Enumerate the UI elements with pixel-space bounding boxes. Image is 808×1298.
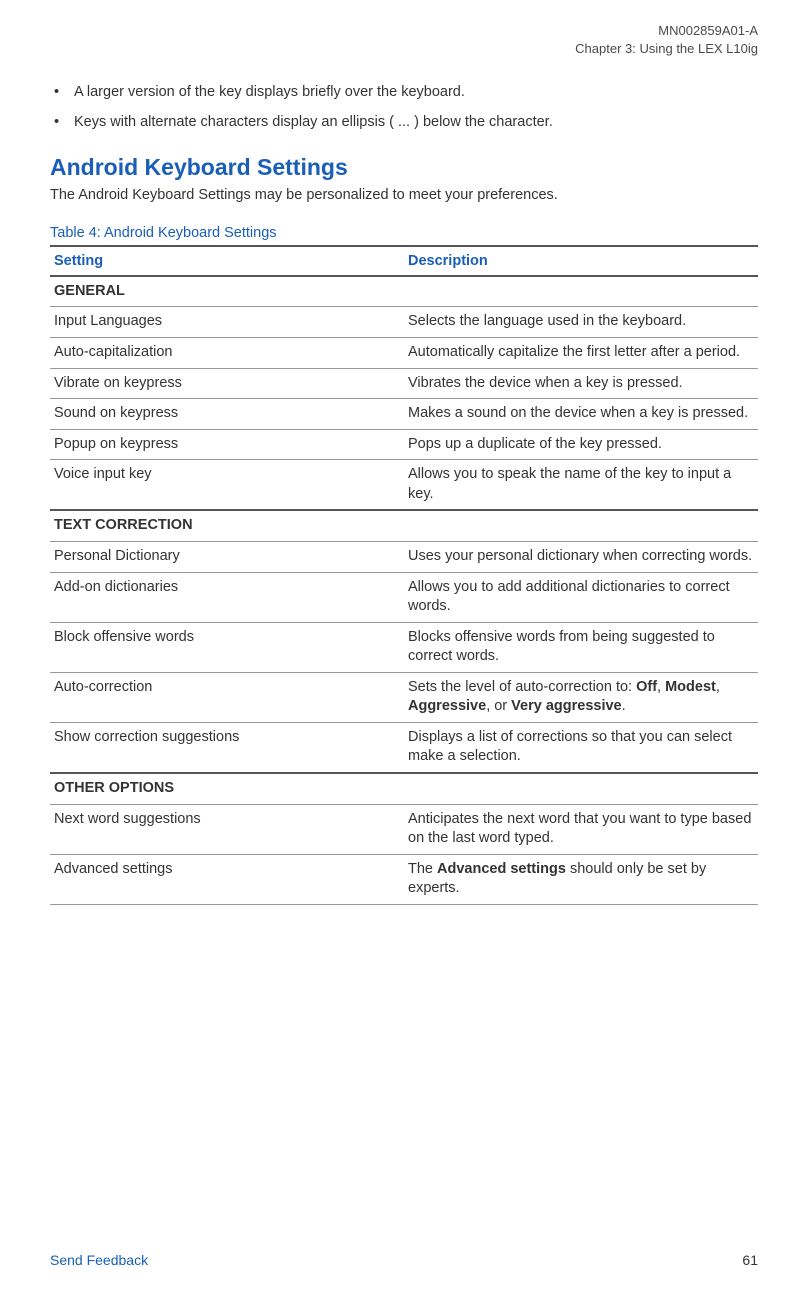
setting-cell: Block offensive words [50,622,404,672]
description-cell: Displays a list of corrections so that y… [404,722,758,773]
setting-cell: Vibrate on keypress [50,368,404,399]
table-row: Show correction suggestionsDisplays a li… [50,722,758,773]
table-row: Sound on keypressMakes a sound on the de… [50,399,758,430]
bullet-list: A larger version of the key displays bri… [50,82,758,134]
table-row: Block offensive wordsBlocks offensive wo… [50,622,758,672]
description-cell: Vibrates the device when a key is presse… [404,368,758,399]
table-row: OTHER OPTIONS [50,773,758,804]
table-row: Auto-capitalizationAutomatically capital… [50,338,758,369]
table-row: Auto-correctionSets the level of auto-co… [50,672,758,722]
section-heading: Android Keyboard Settings [50,154,758,181]
description-cell: The Advanced settings should only be set… [404,854,758,904]
table-row: GENERAL [50,276,758,307]
send-feedback-link[interactable]: Send Feedback [50,1252,148,1268]
table-row: Next word suggestionsAnticipates the nex… [50,804,758,854]
page-footer: Send Feedback 61 [50,1252,758,1268]
setting-cell: Show correction suggestions [50,722,404,773]
col-setting: Setting [50,246,404,276]
section-intro: The Android Keyboard Settings may be per… [50,187,758,203]
table-row: Vibrate on keypressVibrates the device w… [50,368,758,399]
description-cell: Allows you to speak the name of the key … [404,460,758,511]
setting-cell: Auto-capitalization [50,338,404,369]
setting-cell: Add-on dictionaries [50,572,404,622]
table-row: Add-on dictionariesAllows you to add add… [50,572,758,622]
setting-cell: Auto-correction [50,672,404,722]
description-cell: Uses your personal dictionary when corre… [404,541,758,572]
description-cell: Automatically capitalize the first lette… [404,338,758,369]
description-cell: Blocks offensive words from being sugges… [404,622,758,672]
description-cell: Pops up a duplicate of the key pressed. [404,429,758,460]
setting-cell: Sound on keypress [50,399,404,430]
settings-table: Setting Description GENERALInput Languag… [50,245,758,905]
section-label-cell: OTHER OPTIONS [50,773,758,804]
list-item: Keys with alternate characters display a… [50,112,758,134]
table-caption: Table 4: Android Keyboard Settings [50,225,758,241]
table-row: Advanced settingsThe Advanced settings s… [50,854,758,904]
section-label-cell: GENERAL [50,276,758,307]
setting-cell: Advanced settings [50,854,404,904]
setting-cell: Personal Dictionary [50,541,404,572]
list-item: A larger version of the key displays bri… [50,82,758,104]
table-row: Popup on keypressPops up a duplicate of … [50,429,758,460]
chapter-label: Chapter 3: Using the LEX L10ig [50,40,758,58]
setting-cell: Voice input key [50,460,404,511]
table-row: Voice input keyAllows you to speak the n… [50,460,758,511]
description-cell: Sets the level of auto-correction to: Of… [404,672,758,722]
description-cell: Makes a sound on the device when a key i… [404,399,758,430]
setting-cell: Next word suggestions [50,804,404,854]
table-row: TEXT CORRECTION [50,510,758,541]
page-number: 61 [742,1252,758,1268]
page-header: MN002859A01-A Chapter 3: Using the LEX L… [50,22,758,58]
setting-cell: Input Languages [50,307,404,338]
table-row: Input LanguagesSelects the language used… [50,307,758,338]
description-cell: Selects the language used in the keyboar… [404,307,758,338]
section-label-cell: TEXT CORRECTION [50,510,758,541]
table-body: GENERALInput LanguagesSelects the langua… [50,276,758,904]
doc-id: MN002859A01-A [50,22,758,40]
description-cell: Anticipates the next word that you want … [404,804,758,854]
table-row: Personal DictionaryUses your personal di… [50,541,758,572]
setting-cell: Popup on keypress [50,429,404,460]
description-cell: Allows you to add additional dictionarie… [404,572,758,622]
table-header-row: Setting Description [50,246,758,276]
col-description: Description [404,246,758,276]
